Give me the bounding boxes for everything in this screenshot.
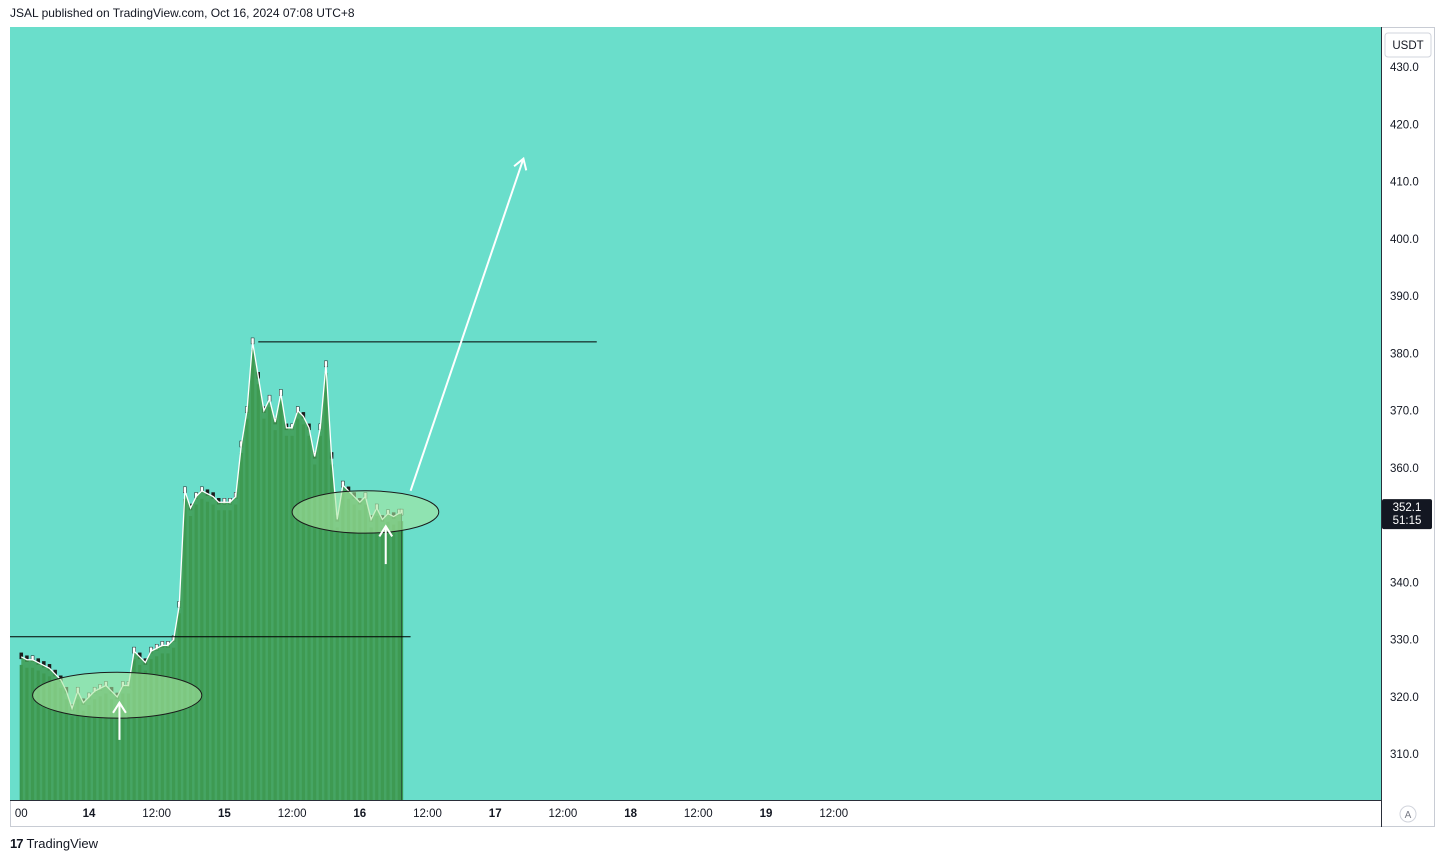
- time-tick-label: 12:00: [413, 808, 442, 820]
- time-tick-label: 15: [218, 808, 231, 820]
- accumulation-zone-ellipse[interactable]: [291, 490, 440, 534]
- time-tick-label: 16: [353, 808, 366, 820]
- price-tick-label: 370.0: [1390, 406, 1419, 418]
- price-tick-label: 400.0: [1390, 234, 1419, 246]
- up-arrow[interactable]: [378, 524, 394, 565]
- price-tick-label: 330.0: [1390, 635, 1419, 647]
- brand-name: TradingView: [26, 836, 99, 851]
- time-tick-label: 19: [760, 808, 773, 820]
- price-tick-label: 310.0: [1390, 749, 1419, 761]
- histogram-bar: [19, 664, 23, 800]
- price-tick-label: 420.0: [1390, 119, 1419, 131]
- price-tick-label: 320.0: [1390, 692, 1419, 704]
- auto-scale-a-icon: A: [1405, 810, 1412, 821]
- tradingview-logo-icon: 17: [10, 836, 24, 851]
- currency-label: USDT: [1392, 40, 1423, 52]
- time-tick-label: 12:00: [142, 808, 171, 820]
- projection-arrow[interactable]: [409, 156, 528, 492]
- time-tick-label: 12:00: [684, 808, 713, 820]
- time-tick-label: 12:00: [278, 808, 307, 820]
- price-tick-label: 360.0: [1390, 463, 1419, 475]
- arrow-head: [513, 156, 528, 171]
- price-area: [21, 341, 402, 800]
- arrow-head: [378, 524, 394, 537]
- last-price: 352.1: [1393, 502, 1422, 514]
- publish-info: JSAL published on TradingView.com, Oct 1…: [10, 6, 355, 20]
- time-axis[interactable]: 00 14 12:00 15 12:00 16 12:00 17 12:00 18 12:00 19 1…: [15, 808, 848, 820]
- price-tick-label: 380.0: [1390, 348, 1419, 360]
- price-tick-label: 410.0: [1390, 177, 1419, 189]
- arrow-shaft: [409, 158, 525, 492]
- time-tick-label: 12:00: [819, 808, 848, 820]
- chart-area[interactable]: 310.0320.0330.0340.0350.0360.0370.0380.0…: [10, 27, 1435, 827]
- price-tick-label: 340.0: [1390, 577, 1419, 589]
- auto-scale-button[interactable]: A: [1399, 805, 1417, 823]
- accumulation-zone-ellipse[interactable]: [32, 671, 203, 719]
- drawing-layer: [10, 156, 597, 740]
- footer-brand[interactable]: 17 TradingView: [10, 836, 98, 851]
- bar-countdown: 51:15: [1393, 515, 1422, 527]
- price-tick-label: 390.0: [1390, 291, 1419, 303]
- price-tick-label: 430.0: [1390, 62, 1419, 74]
- price-axis[interactable]: 310.0320.0330.0340.0350.0360.0370.0380.0…: [1390, 62, 1419, 761]
- up-arrow[interactable]: [112, 700, 127, 740]
- time-tick-label: 18: [624, 808, 637, 820]
- last-price-tag: 352.1 51:15: [1382, 499, 1432, 530]
- time-tick-label: 12:00: [549, 808, 578, 820]
- time-tick-label: 17: [489, 808, 502, 820]
- currency-button[interactable]: USDT: [1384, 32, 1432, 58]
- arrow-head: [112, 700, 127, 714]
- time-tick-label: 14: [83, 808, 96, 820]
- time-tick-label: 00: [15, 808, 28, 820]
